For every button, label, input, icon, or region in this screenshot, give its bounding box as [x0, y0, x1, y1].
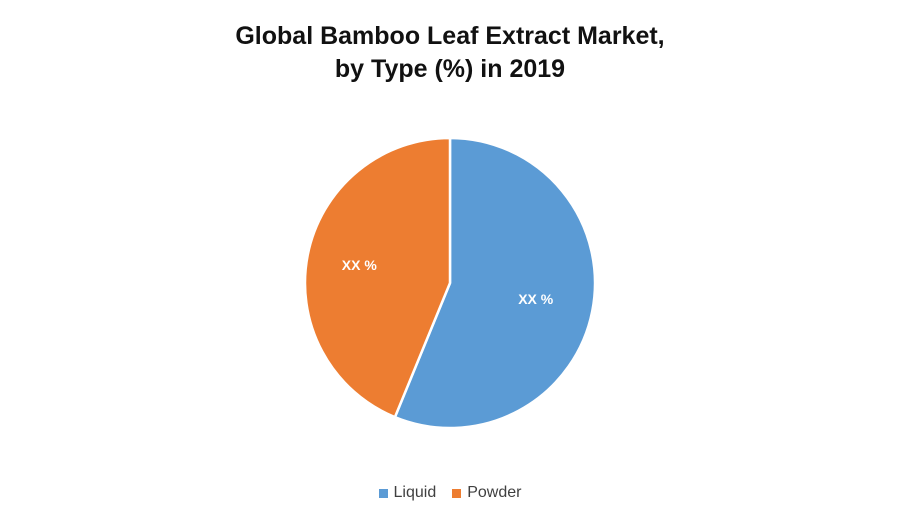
- legend-swatch-powder: [452, 488, 462, 498]
- data-label-liquid: XX %: [518, 291, 554, 308]
- legend-swatch-liquid: [378, 488, 388, 498]
- legend-item-liquid: Liquid: [378, 484, 437, 502]
- data-label-powder: XX %: [341, 256, 377, 273]
- chart-title: Global Bamboo Leaf Extract Market, by Ty…: [0, 20, 900, 86]
- pie-slice-liquid: [393, 136, 597, 430]
- chart-legend: Liquid Powder: [0, 484, 900, 502]
- legend-label-powder: Powder: [467, 484, 522, 501]
- chart-title-line-1: Global Bamboo Leaf Extract Market,: [235, 22, 665, 50]
- pie-slice-powder: [303, 136, 452, 419]
- legend-label-liquid: Liquid: [393, 484, 437, 501]
- chart-title-line-2: by Type (%) in 2019: [334, 55, 566, 83]
- legend-item-powder: Powder: [452, 484, 521, 502]
